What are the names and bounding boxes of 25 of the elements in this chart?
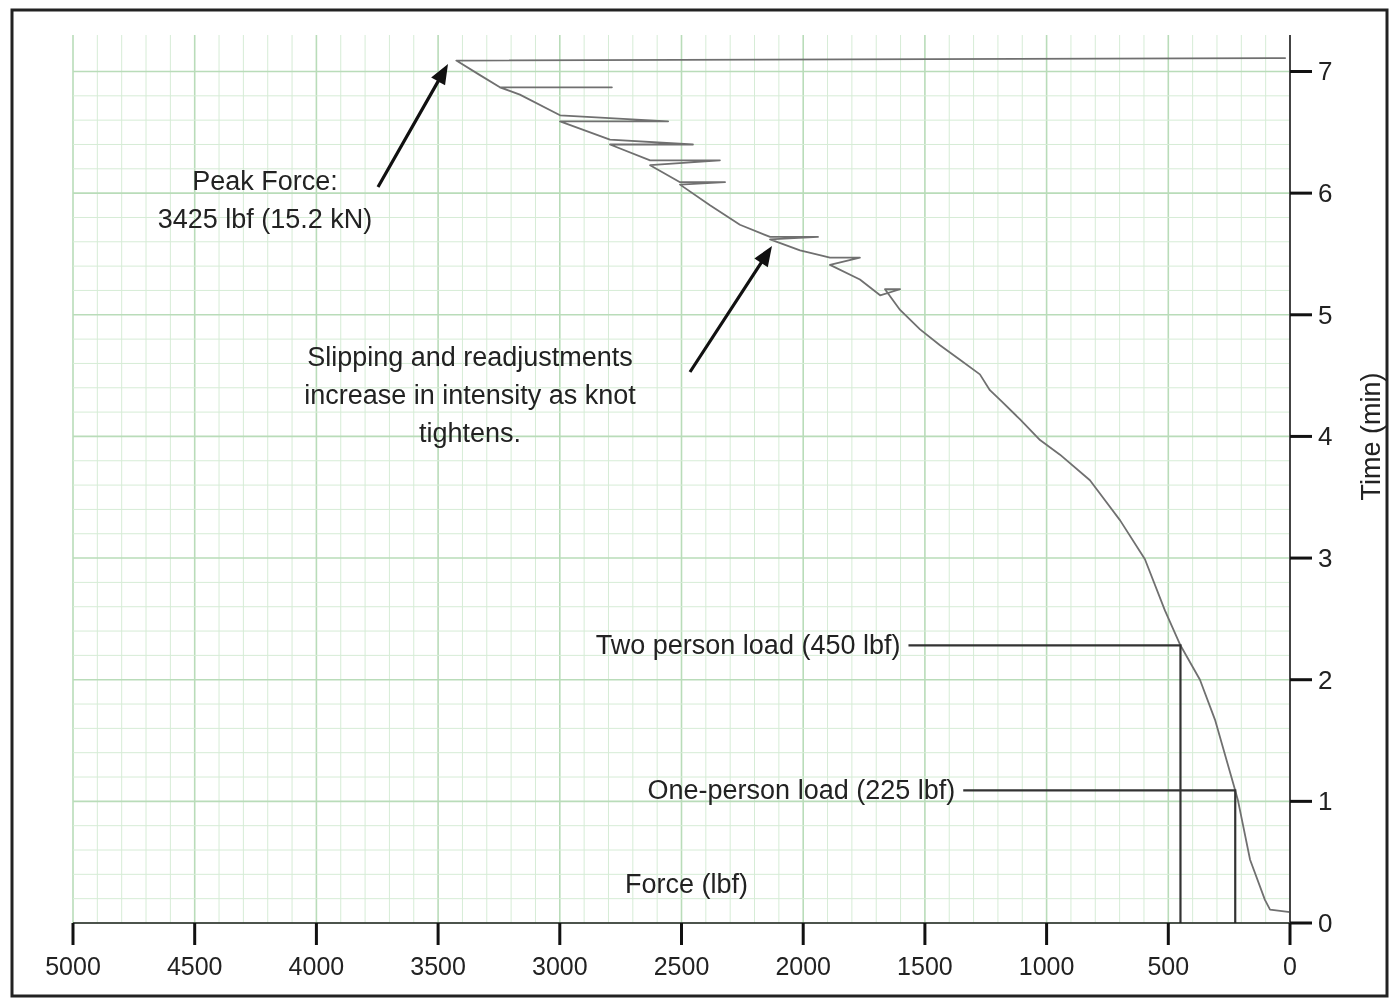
y-tick-label: 0	[1318, 908, 1333, 938]
ref-line-label: Two person load (450 lbf)	[595, 630, 901, 661]
x-tick-label: 1000	[1018, 952, 1075, 980]
x-tick-label: 4000	[288, 952, 345, 980]
x-tick-label: 1500	[897, 952, 953, 980]
x-tick-label: 2000	[775, 952, 832, 980]
y-tick-label: 5	[1318, 299, 1333, 330]
x-axis-title: Force (lbf)	[624, 869, 749, 899]
y-tick-label: 1	[1318, 786, 1333, 817]
x-tick-label: 4500	[166, 952, 223, 980]
annotation: Peak Force: 3425 lbf (15.2 kN)	[157, 166, 373, 234]
x-tick-label: 3500	[410, 952, 466, 980]
x-tick-label: 2500	[653, 952, 710, 980]
x-tick-label: 0	[1283, 952, 1297, 980]
y-tick-label: 4	[1318, 421, 1333, 452]
y-tick-label: 3	[1318, 543, 1333, 574]
y-tick-label: 2	[1318, 664, 1333, 695]
y-axis-title: Time (min)	[1356, 372, 1386, 501]
x-tick-label: 500	[1147, 952, 1190, 980]
annotation: Slipping and readjustments increase in intensity as knot tightens.	[304, 342, 637, 448]
y-tick-label: 6	[1318, 178, 1333, 209]
y-tick-label: 7	[1318, 56, 1333, 87]
x-tick-label: 5000	[45, 952, 101, 980]
x-tick-label: 3000	[531, 952, 588, 980]
ref-line-label: One-person load (225 lbf)	[647, 775, 956, 806]
